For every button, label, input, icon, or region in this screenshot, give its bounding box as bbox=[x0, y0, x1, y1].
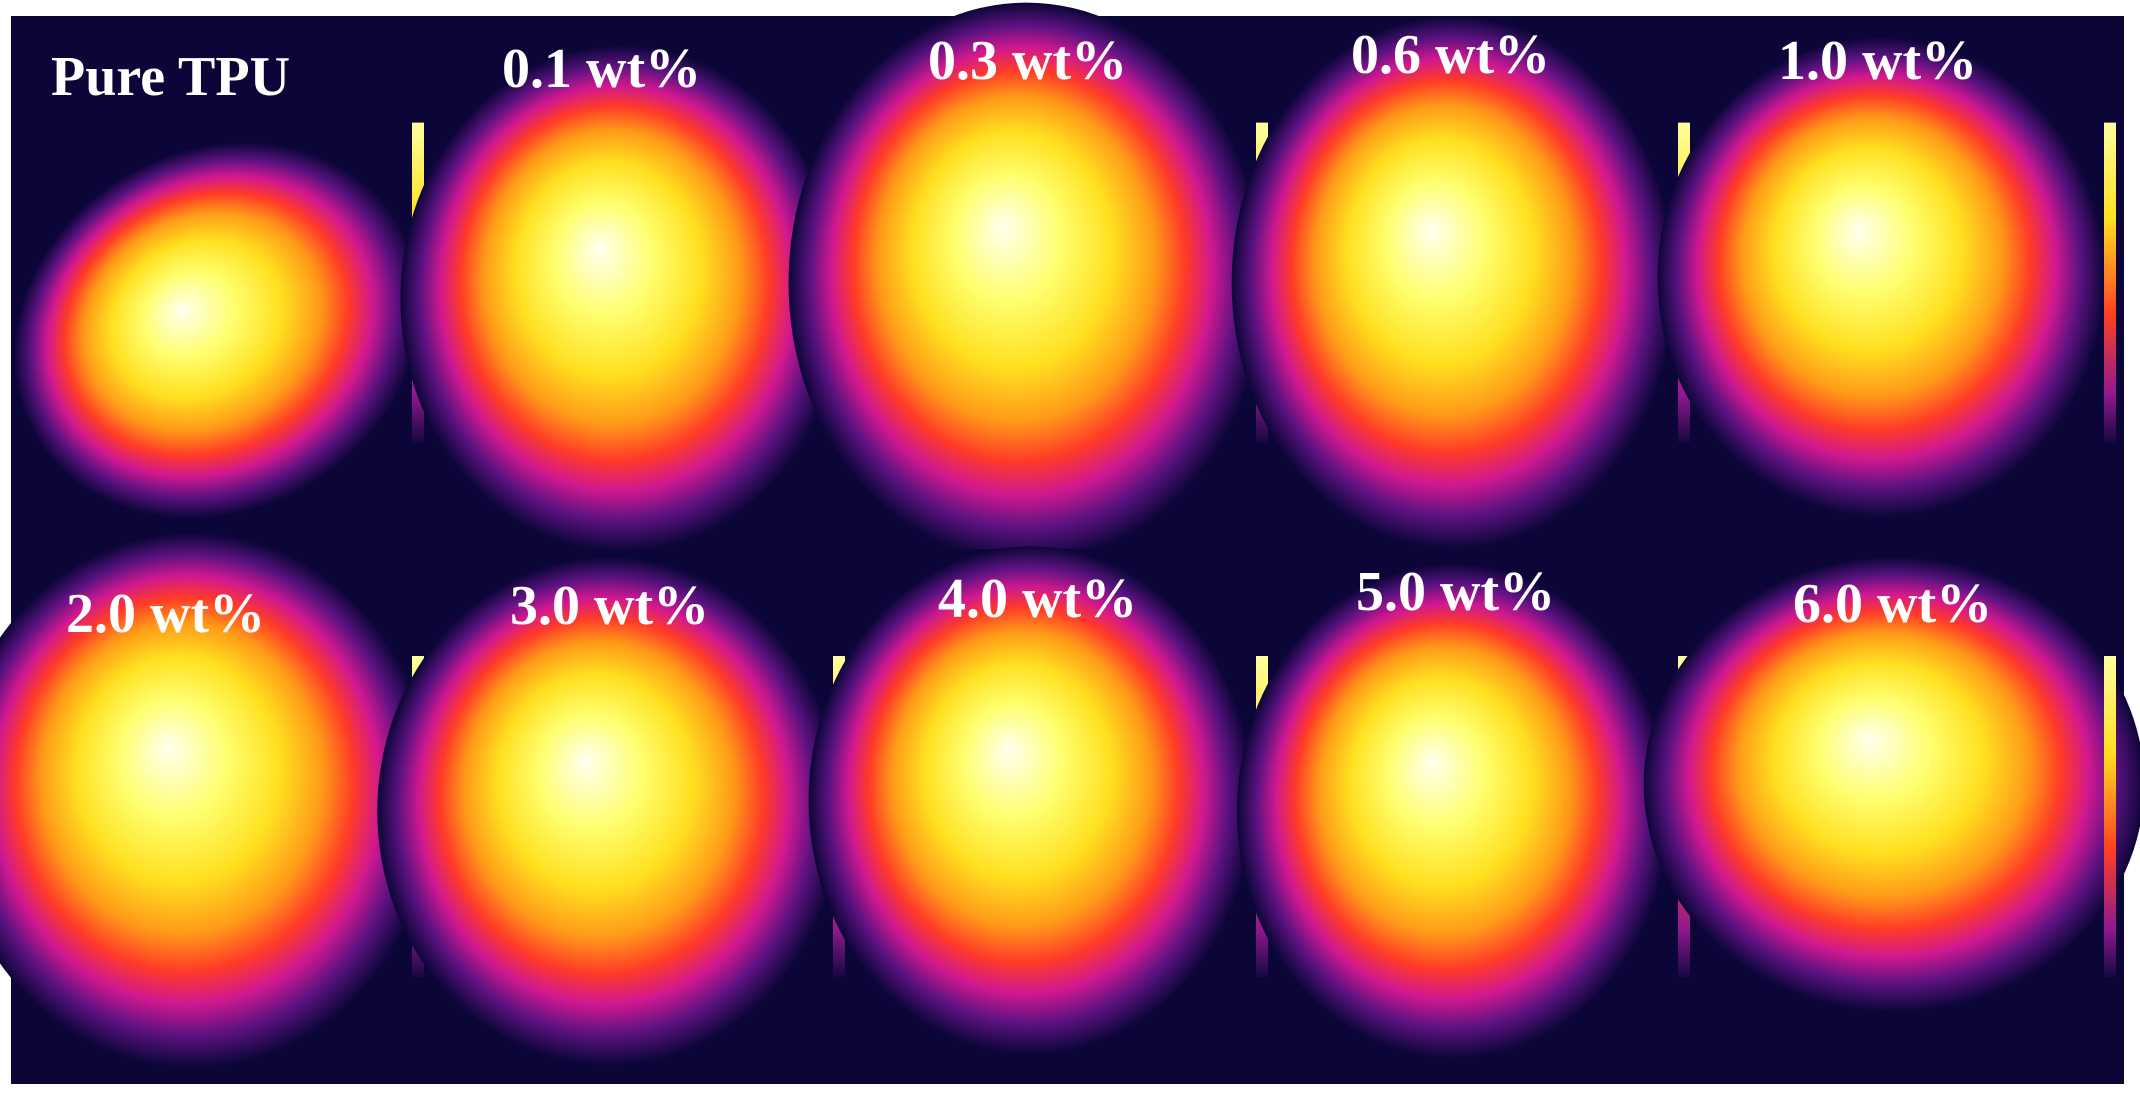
panel-label: 0.6 wt% bbox=[1351, 24, 1550, 86]
heat-spot bbox=[1657, 37, 2105, 518]
thermal-panel: 0.6 wt% bbox=[1231, 16, 1698, 549]
panel-label: 0.3 wt% bbox=[928, 30, 1127, 92]
heat-spot bbox=[808, 546, 1253, 1055]
heat-spot bbox=[377, 557, 841, 1066]
heat-spot bbox=[788, 2, 1265, 563]
panel-label: 3.0 wt% bbox=[510, 575, 709, 637]
heat-spot bbox=[1236, 563, 1670, 1059]
thermal-panel: 0.1 wt% bbox=[400, 16, 853, 552]
panel-label: 0.1 wt% bbox=[502, 38, 701, 100]
color-scale-bar bbox=[2104, 656, 2116, 977]
heat-spot bbox=[0, 533, 435, 1068]
color-scale-bar bbox=[2104, 122, 2116, 443]
heat-spot bbox=[400, 45, 843, 552]
thermal-panel: Pure TPU bbox=[11, 16, 432, 549]
heat-spot bbox=[1643, 557, 2140, 1012]
heat-spot bbox=[1231, 16, 1675, 549]
thermal-panel: 4.0 wt% bbox=[808, 546, 1276, 1084]
thermal-panel: 0.3 wt% bbox=[788, 2, 1276, 563]
thermal-panel: 6.0 wt% bbox=[1643, 549, 2140, 1084]
panel-label: 2.0 wt% bbox=[66, 583, 265, 645]
heat-spot bbox=[14, 142, 421, 519]
panel-label: Pure TPU bbox=[51, 46, 290, 108]
panel-label: 6.0 wt% bbox=[1793, 573, 1992, 635]
panel-label: 1.0 wt% bbox=[1778, 30, 1977, 92]
thermal-panel: 2.0 wt% bbox=[0, 533, 435, 1084]
thermal-panel: 5.0 wt% bbox=[1236, 549, 1698, 1084]
thermal-panel: 1.0 wt% bbox=[1657, 16, 2124, 549]
thermal-panel: 3.0 wt% bbox=[377, 549, 853, 1084]
panel-label: 4.0 wt% bbox=[938, 568, 1137, 630]
panel-label: 5.0 wt% bbox=[1356, 561, 1555, 623]
